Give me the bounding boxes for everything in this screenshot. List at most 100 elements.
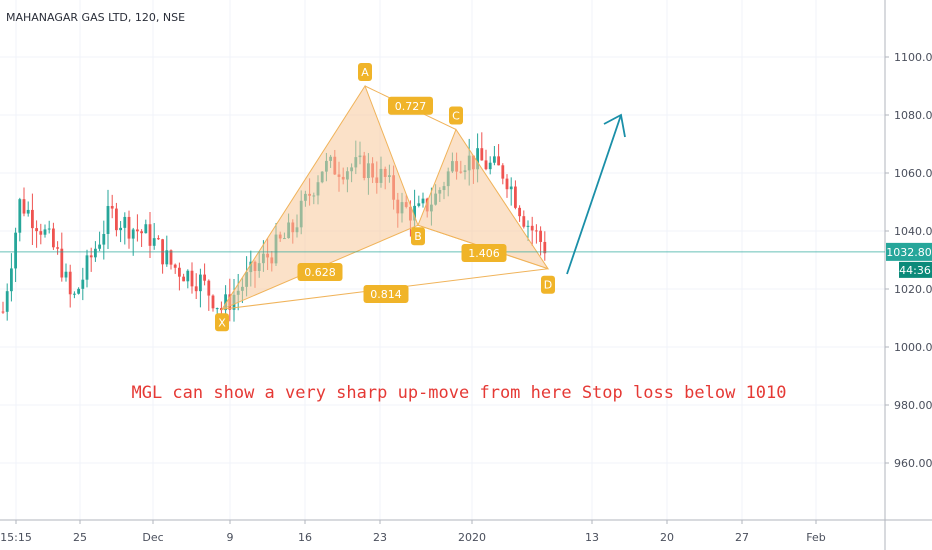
ratio-label-bg xyxy=(363,285,409,303)
y-tick-label: 1020.00 xyxy=(894,283,932,296)
candle-body xyxy=(68,271,72,295)
candle-body xyxy=(119,227,122,231)
x-tick-label: Dec xyxy=(142,531,163,544)
projection-arrow-head xyxy=(603,113,626,138)
point-label-c: C xyxy=(452,110,460,123)
candle-body xyxy=(514,186,517,208)
point-label-x: X xyxy=(218,316,226,329)
candle-body xyxy=(110,206,114,209)
candle-body xyxy=(178,267,181,277)
candle-body xyxy=(539,230,542,242)
candle-body xyxy=(123,216,127,228)
x-tick-label: 25 xyxy=(73,531,87,544)
candle-body xyxy=(47,228,51,230)
ratio-label: 0.628 xyxy=(304,266,336,279)
ratio-label-bg xyxy=(388,96,433,115)
candle-body xyxy=(530,225,534,231)
candle-body xyxy=(22,199,26,214)
ratio-label: 0.727 xyxy=(395,100,427,113)
candle-body xyxy=(543,241,547,254)
candle-body xyxy=(64,271,68,278)
last-price-tag: 1032.80 xyxy=(886,246,932,259)
candle-body xyxy=(89,255,93,258)
annotation-text: MGL can show a very sharp up-move from h… xyxy=(131,383,786,403)
y-tick-label: 1040.00 xyxy=(894,225,932,238)
candle-body xyxy=(224,294,227,311)
candle-body xyxy=(417,203,421,206)
candle-body xyxy=(476,148,479,170)
candle-body xyxy=(56,247,59,249)
y-tick-label: 1000.00 xyxy=(894,341,932,354)
ratio-label-bg xyxy=(461,244,507,262)
candle-body xyxy=(182,276,185,282)
candle-body xyxy=(480,148,484,161)
candle-body xyxy=(131,229,135,239)
candle-body xyxy=(39,231,43,235)
candle-body xyxy=(194,286,198,292)
candle-body xyxy=(505,178,509,190)
candle-body xyxy=(148,224,152,246)
symbol-title: MAHANAGAR GAS LTD, 120, NSE xyxy=(6,11,185,24)
point-label-a: A xyxy=(361,66,369,79)
y-tick-label: 960.00 xyxy=(894,457,932,470)
candle-body xyxy=(522,216,526,227)
candle-body xyxy=(501,165,505,179)
candle-body xyxy=(144,224,148,234)
candle-body xyxy=(14,232,17,269)
candle-body xyxy=(35,228,38,232)
candle-body xyxy=(81,279,85,289)
x-tick-label: Feb xyxy=(806,531,825,544)
candle-body xyxy=(173,264,177,268)
candle-body xyxy=(421,198,425,204)
candle-body xyxy=(207,280,211,296)
candle-body xyxy=(413,205,416,221)
candle-body xyxy=(518,207,521,217)
candle-body xyxy=(73,293,76,295)
candle-body xyxy=(94,248,97,258)
y-tick-label: 1060.00 xyxy=(894,167,932,180)
ratio-label: 1.406 xyxy=(468,247,500,260)
x-tick-label: 2020 xyxy=(458,531,486,544)
candle-body xyxy=(140,231,143,234)
point-label-x-bg xyxy=(215,313,229,332)
candle-body xyxy=(18,199,22,233)
x-tick-label: 13 xyxy=(585,531,599,544)
candle-body xyxy=(102,233,106,245)
candle-body xyxy=(484,160,488,170)
x-tick-label: 16 xyxy=(298,531,312,544)
candle-body xyxy=(52,228,55,248)
candle-body xyxy=(190,270,194,287)
countdown-tag-bg xyxy=(899,261,932,278)
point-label-d-bg xyxy=(541,275,555,294)
candle-body xyxy=(220,308,223,311)
candle-body xyxy=(77,288,80,294)
candle-body xyxy=(127,216,131,239)
candle-body xyxy=(186,270,190,282)
point-label-b-bg xyxy=(411,227,425,246)
point-label-d: D xyxy=(544,279,552,292)
last-price-tag-bg xyxy=(886,242,932,261)
y-tick-label: 1100.00 xyxy=(894,51,932,64)
candle-body xyxy=(106,206,110,234)
x-tick-label: 20 xyxy=(660,531,674,544)
x-tick-label: 9 xyxy=(227,531,234,544)
y-tick-label: 980.00 xyxy=(894,399,932,412)
candle-body xyxy=(115,208,118,231)
candle-body xyxy=(98,244,101,249)
candle-body xyxy=(157,238,160,240)
y-tick-label: 1080.00 xyxy=(894,109,932,122)
candle-body xyxy=(203,274,206,281)
point-label-c-bg xyxy=(449,106,463,125)
ratio-label-bg xyxy=(297,263,343,281)
ratio-label: 0.814 xyxy=(370,288,402,301)
candle-body xyxy=(152,238,156,246)
candle-body xyxy=(169,250,173,265)
candle-body xyxy=(215,308,219,310)
projection-arrow-shaft xyxy=(566,114,622,275)
candle-body xyxy=(10,268,13,292)
candle-body xyxy=(535,230,538,232)
candle-body xyxy=(26,209,30,214)
